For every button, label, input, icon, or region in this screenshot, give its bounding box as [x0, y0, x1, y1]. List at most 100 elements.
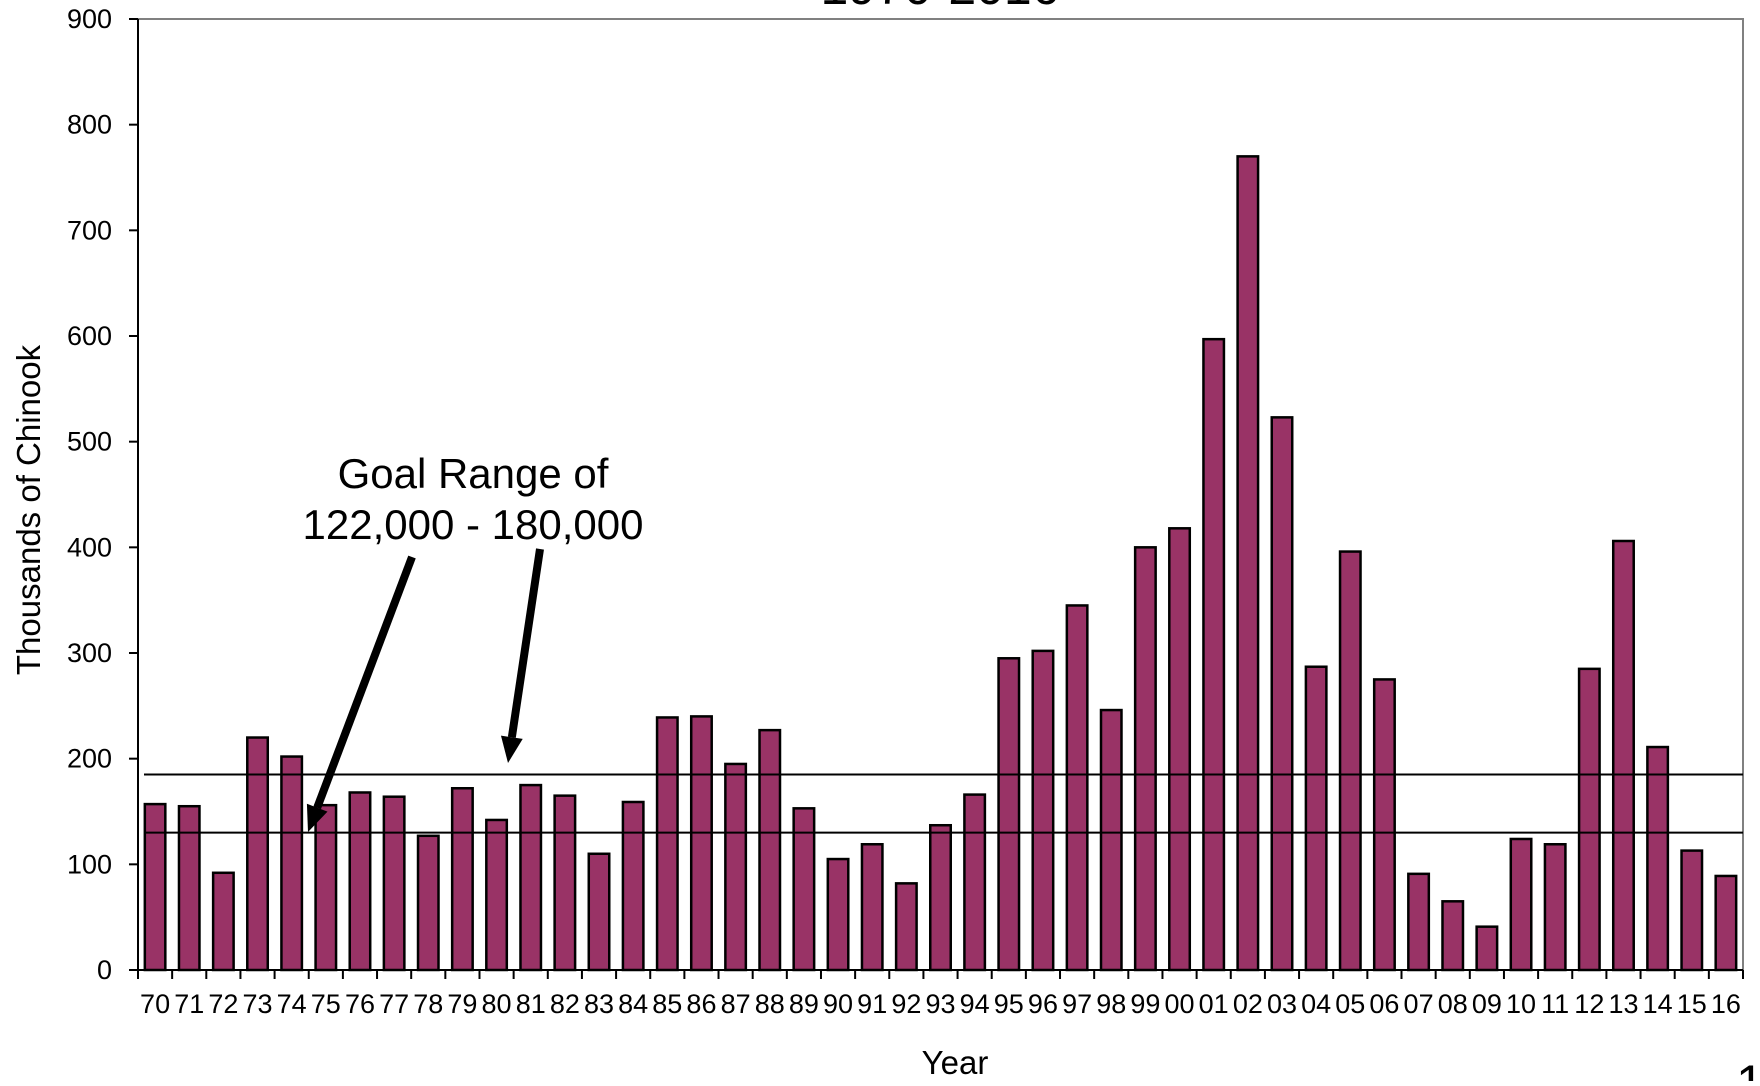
- bar: [1065, 604, 1089, 972]
- bar: [1441, 900, 1465, 972]
- x-tick-label: 01: [1199, 989, 1229, 1019]
- bar: [1099, 708, 1123, 972]
- bar: [724, 762, 748, 972]
- y-tick-label: 400: [67, 532, 112, 562]
- x-tick-label: 75: [311, 989, 341, 1019]
- y-tick-label: 900: [67, 4, 112, 34]
- bar: [963, 793, 987, 972]
- x-tick-label: 81: [516, 989, 546, 1019]
- bar: [860, 843, 884, 972]
- page-number: 1: [1736, 1055, 1760, 1081]
- bar: [211, 871, 235, 972]
- x-tick-label: 98: [1096, 989, 1126, 1019]
- bar: [758, 728, 782, 972]
- x-tick-label: 74: [277, 989, 307, 1019]
- x-tick-label: 11: [1541, 989, 1569, 1019]
- x-tick-label: 16: [1711, 989, 1741, 1019]
- y-axis: 0 100 200 300 400 500 600 700 800 900: [67, 4, 139, 985]
- x-tick-label: 06: [1369, 989, 1399, 1019]
- x-axis-title: Year: [922, 1044, 989, 1081]
- x-tick-label: 90: [823, 989, 853, 1019]
- bar: [1475, 925, 1499, 972]
- bar: [1680, 849, 1704, 972]
- bar: [621, 800, 645, 972]
- x-tick-label: 70: [140, 989, 170, 1019]
- bar: [1031, 649, 1055, 972]
- x-tick-label: 96: [1028, 989, 1058, 1019]
- goal-range-lines: [144, 773, 1743, 834]
- x-tick-label: 97: [1062, 989, 1092, 1019]
- x-tick-label: 00: [1165, 989, 1195, 1019]
- x-tick-label: 85: [652, 989, 682, 1019]
- x-tick-label: 91: [857, 989, 887, 1019]
- x-tick-label: 80: [482, 989, 512, 1019]
- x-tick-label: 82: [550, 989, 580, 1019]
- bar: [1168, 527, 1192, 972]
- bar: [894, 882, 918, 972]
- bar: [1543, 843, 1567, 972]
- bar: [1202, 337, 1226, 972]
- y-tick-label: 500: [67, 427, 112, 457]
- arrow-right-shaft: [507, 548, 544, 738]
- x-tick-label: 12: [1574, 989, 1604, 1019]
- x-tick-label: 02: [1233, 989, 1263, 1019]
- x-tick-label: 05: [1335, 989, 1365, 1019]
- x-tick-label: 92: [891, 989, 921, 1019]
- bar: [1407, 872, 1431, 972]
- bar: [929, 823, 952, 972]
- bar: [314, 803, 338, 972]
- bar: [348, 791, 372, 972]
- bar: [1611, 539, 1635, 972]
- bar: [143, 802, 167, 972]
- annotation-line-1: Goal Range of: [338, 450, 609, 497]
- y-tick-label: 600: [67, 321, 112, 351]
- x-tick-label: 86: [686, 989, 716, 1019]
- bar: [1646, 745, 1670, 972]
- bar: [689, 715, 713, 972]
- bar: [655, 716, 679, 972]
- bar: [280, 755, 304, 972]
- x-tick-label: 10: [1506, 989, 1536, 1019]
- y-tick-label: 700: [67, 215, 112, 245]
- bar: [587, 852, 611, 972]
- x-tick-label: 78: [413, 989, 443, 1019]
- x-axis: 70 71 72 73 74 75 76 77 78 79 80 81 82 83 84 85 86 87 88 89…: [137, 969, 1744, 1019]
- x-tick-label: 07: [1404, 989, 1434, 1019]
- bar: [553, 794, 577, 972]
- bar: [1236, 155, 1260, 972]
- x-tick-label: 99: [1130, 989, 1160, 1019]
- x-tick-label: 94: [960, 989, 990, 1019]
- bar: [1304, 665, 1328, 972]
- bar: [450, 787, 474, 972]
- x-tick-label: 79: [447, 989, 477, 1019]
- x-tick-label: 04: [1301, 989, 1331, 1019]
- x-tick-label: 77: [379, 989, 409, 1019]
- bar: [519, 783, 543, 972]
- bar: [177, 804, 201, 972]
- bar: [1338, 550, 1362, 972]
- x-tick-label: 09: [1472, 989, 1502, 1019]
- arrow-left-head: [306, 803, 328, 832]
- bar: [1714, 874, 1738, 972]
- bar: [1509, 837, 1533, 972]
- x-tick-label: 71: [174, 989, 204, 1019]
- y-tick-label: 300: [67, 638, 112, 668]
- x-tick-label: 14: [1643, 989, 1673, 1019]
- y-tick-label: 0: [97, 955, 112, 985]
- bar: [246, 736, 270, 972]
- y-tick-label: 800: [67, 110, 112, 140]
- x-tick-label: 89: [789, 989, 819, 1019]
- annotation-arrows: [306, 548, 544, 832]
- bar: [1270, 416, 1294, 972]
- x-tick-label: 72: [208, 989, 238, 1019]
- bar: [485, 818, 509, 972]
- x-tick-label: 08: [1438, 989, 1468, 1019]
- x-tick-label: 87: [721, 989, 751, 1019]
- x-tick-label: 15: [1677, 989, 1707, 1019]
- x-tick-label: 76: [345, 989, 375, 1019]
- arrow-left-shaft: [313, 555, 416, 810]
- y-tick-label: 200: [67, 744, 112, 774]
- bar: [1133, 546, 1157, 972]
- x-tick-label: 84: [618, 989, 648, 1019]
